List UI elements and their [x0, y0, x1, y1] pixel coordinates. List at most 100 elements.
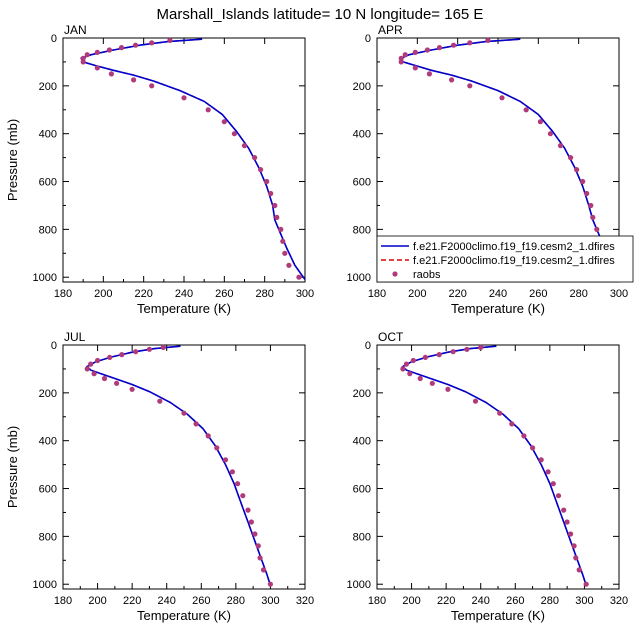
y-tick-label: 1000 [347, 579, 371, 591]
x-tick-label: 260 [215, 288, 233, 300]
obs-point [84, 366, 90, 372]
y-tick-label: 400 [39, 129, 57, 141]
obs-point [133, 42, 139, 48]
x-axis-title: Temperature (K) [137, 301, 231, 316]
obs-point [445, 386, 451, 392]
obs-point [214, 445, 220, 451]
y-tick-label: 200 [39, 388, 57, 400]
panel-jan: JAN 180 200 220 240 260 280 300 0 200 400 600 800 100… [5, 23, 314, 316]
obs-point [436, 45, 443, 51]
obs-point [417, 375, 423, 382]
obs-point [429, 380, 435, 386]
legend-entry-label: raobs [413, 269, 441, 281]
obs-point [235, 481, 241, 487]
obs-point [101, 375, 108, 382]
obs-point [222, 457, 229, 463]
obs-point [118, 45, 125, 51]
obs-point [499, 95, 505, 101]
obs-point [80, 55, 86, 61]
obs-point [252, 155, 258, 161]
y-tick-label: 0 [365, 340, 371, 352]
y-tick-label: 200 [353, 388, 371, 400]
obs-point [547, 131, 554, 137]
obs-point [252, 531, 258, 537]
obs-point [133, 349, 139, 355]
obs-point [422, 354, 428, 360]
obs-point [280, 238, 286, 244]
obs-point [149, 40, 155, 46]
obs-point [523, 107, 529, 113]
x-tick-label: 200 [88, 595, 106, 607]
y-tick-label: 400 [39, 436, 57, 448]
obs-point [574, 167, 580, 173]
obs-point [564, 519, 570, 525]
obs-point [205, 433, 211, 439]
obs-point [268, 190, 274, 197]
obs-point [257, 555, 263, 561]
obs-point [131, 77, 137, 83]
y-tick-label: 600 [353, 484, 371, 496]
obs-point [590, 214, 596, 220]
y-tick-label: 600 [353, 177, 371, 189]
obs-point [467, 83, 473, 89]
model-1-line [400, 38, 620, 280]
obs-point [580, 178, 586, 185]
obs-point [241, 143, 248, 149]
model-1-line [80, 38, 306, 281]
x-tick-label: 240 [489, 288, 507, 300]
x-tick-label: 260 [529, 288, 547, 300]
legend-entry-label: f.e21.F2000climo.f19_f19.cesm2_1.dfires [413, 255, 615, 267]
obs-point [426, 71, 432, 77]
x-tick-label: 180 [54, 288, 72, 300]
obs-point [157, 398, 163, 404]
x-tick-label: 320 [610, 595, 628, 607]
x-tick-label: 320 [296, 595, 314, 607]
x-axis-title: Temperature (K) [137, 608, 231, 623]
obs-point [229, 469, 235, 475]
x-tick-label: 260 [506, 595, 524, 607]
x-axis-title: Temperature (K) [451, 608, 545, 623]
panels: JAN 180 200 220 240 260 280 300 0 200 400 600 800 100… [5, 23, 628, 623]
obs-point [412, 49, 418, 56]
figure-title: Marshall_Islands latitude= 10 N longitud… [157, 6, 484, 23]
obs-point [588, 202, 594, 209]
obs-point [205, 107, 211, 113]
obs-point [94, 49, 100, 56]
y-tick-label: 800 [353, 224, 371, 236]
obs-point [94, 65, 100, 71]
y-tick-label: 800 [39, 224, 57, 236]
y-tick-label: 1000 [33, 579, 57, 591]
y-tick-label: 600 [39, 177, 57, 189]
model-1-line [401, 345, 587, 586]
obs-point [538, 457, 544, 463]
obs-point [84, 52, 90, 58]
obs-point [400, 366, 406, 372]
obs-point [545, 469, 551, 475]
obs-point [478, 344, 484, 350]
x-tick-label: 200 [408, 288, 426, 300]
obs-point [537, 119, 544, 125]
panel-label: APR [378, 23, 403, 37]
obs-point [146, 346, 152, 352]
obs-point [106, 47, 112, 53]
obs-point [231, 131, 237, 137]
x-tick-label: 220 [437, 595, 455, 607]
obs-point [398, 59, 404, 65]
panel-apr: APR 180 200 220 240 260 280 300 0 200 400 600 800 100… [347, 23, 629, 316]
obs-point [91, 371, 97, 377]
y-tick-label: 0 [51, 33, 57, 45]
obs-point [260, 567, 267, 573]
obs-point [583, 581, 589, 587]
obs-point [160, 344, 166, 350]
obs-point [557, 143, 564, 149]
obs-point [464, 346, 470, 352]
obs-point [245, 507, 251, 513]
x-tick-label: 240 [158, 595, 176, 607]
x-tick-label: 200 [402, 595, 420, 607]
obs-point [398, 55, 404, 61]
x-tick-label: 220 [448, 288, 466, 300]
obs-point [451, 42, 457, 48]
obs-point [248, 519, 254, 525]
obs-point [568, 531, 574, 537]
